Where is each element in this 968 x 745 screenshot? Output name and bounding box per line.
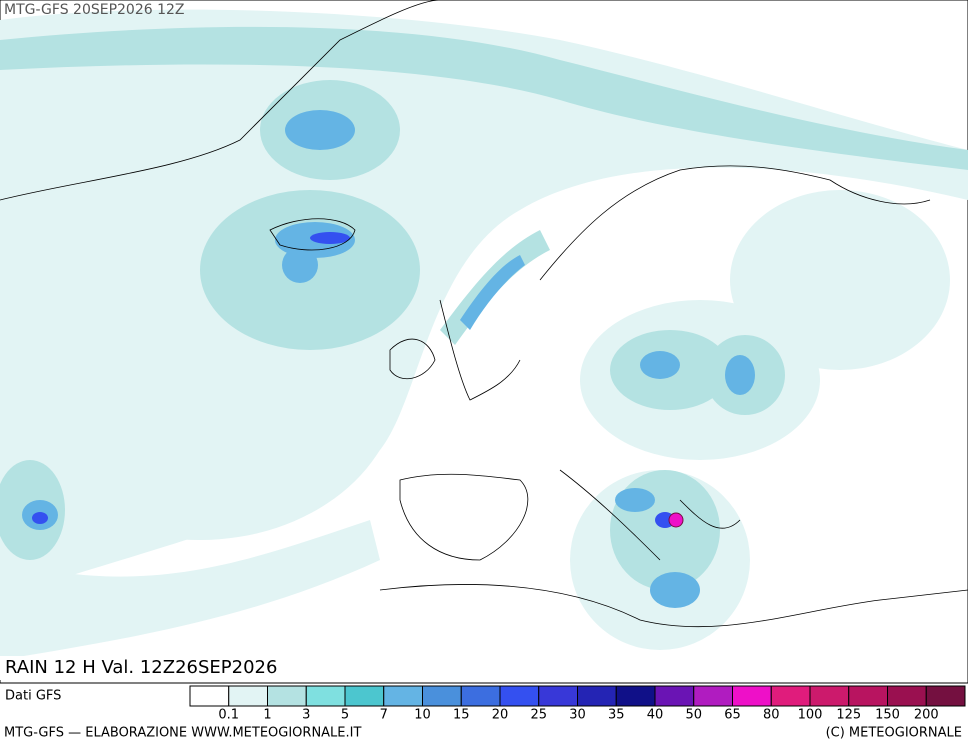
footer-right: (C) METEOGIORNALE xyxy=(826,726,962,741)
legend-swatch xyxy=(344,685,385,707)
legend-label: 80 xyxy=(763,708,780,723)
legend-label: 3 xyxy=(302,708,310,723)
legend-label: 100 xyxy=(798,708,823,723)
map: MTG-GFS 20SEP2026 12Z RAIN 12 H Val. 12Z… xyxy=(0,0,968,684)
legend-label: 150 xyxy=(875,708,900,723)
legend-label: 5 xyxy=(341,708,349,723)
legend-label: 10 xyxy=(414,708,431,723)
legend-label: 15 xyxy=(453,708,470,723)
legend-label: 200 xyxy=(914,708,939,723)
legend-swatch xyxy=(577,685,617,707)
legend-swatch xyxy=(770,685,811,707)
legend-swatch xyxy=(538,685,578,707)
legend-swatch xyxy=(732,685,772,707)
legend-swatch xyxy=(693,685,733,707)
legend-swatch xyxy=(925,685,966,707)
caption-box xyxy=(0,656,330,680)
legend-swatch xyxy=(809,685,850,707)
footer-left: MTG-GFS — ELABORAZIONE WWW.METEOGIORNALE… xyxy=(4,726,361,741)
coastlines xyxy=(0,0,968,628)
color-legend: 0.1 1 3 5 7 10 15 20 25 30 35 40 50 65 80 100 125 150 200 xyxy=(189,685,966,723)
legend-swatch xyxy=(848,685,888,707)
legend-swatch xyxy=(499,685,540,707)
legend-label: 50 xyxy=(685,708,702,723)
rain-peak xyxy=(668,512,684,528)
legend-swatch xyxy=(189,685,230,707)
legend-swatch xyxy=(422,685,462,707)
legend-label: 125 xyxy=(836,708,861,723)
legend-label: 20 xyxy=(492,708,509,723)
legend-label: 0.1 xyxy=(218,708,239,723)
legend-label: 30 xyxy=(569,708,586,723)
legend-swatch xyxy=(654,685,695,707)
legend-swatch xyxy=(615,685,656,707)
map-header: MTG-GFS 20SEP2026 12Z xyxy=(4,2,185,18)
data-source: Dati GFS xyxy=(5,689,61,704)
legend-swatch xyxy=(305,685,346,707)
legend-swatch xyxy=(383,685,423,707)
legend-label: 40 xyxy=(647,708,664,723)
legend-swatch xyxy=(887,685,927,707)
legend-label: 35 xyxy=(608,708,625,723)
legend-label: 25 xyxy=(530,708,547,723)
legend-label: 65 xyxy=(724,708,741,723)
legend-label: 7 xyxy=(380,708,388,723)
legend-swatch xyxy=(267,685,307,707)
map-caption: RAIN 12 H Val. 12Z26SEP2026 xyxy=(5,657,277,678)
legend-swatch xyxy=(228,685,268,707)
legend-swatch xyxy=(460,685,501,707)
legend-label: 1 xyxy=(263,708,271,723)
